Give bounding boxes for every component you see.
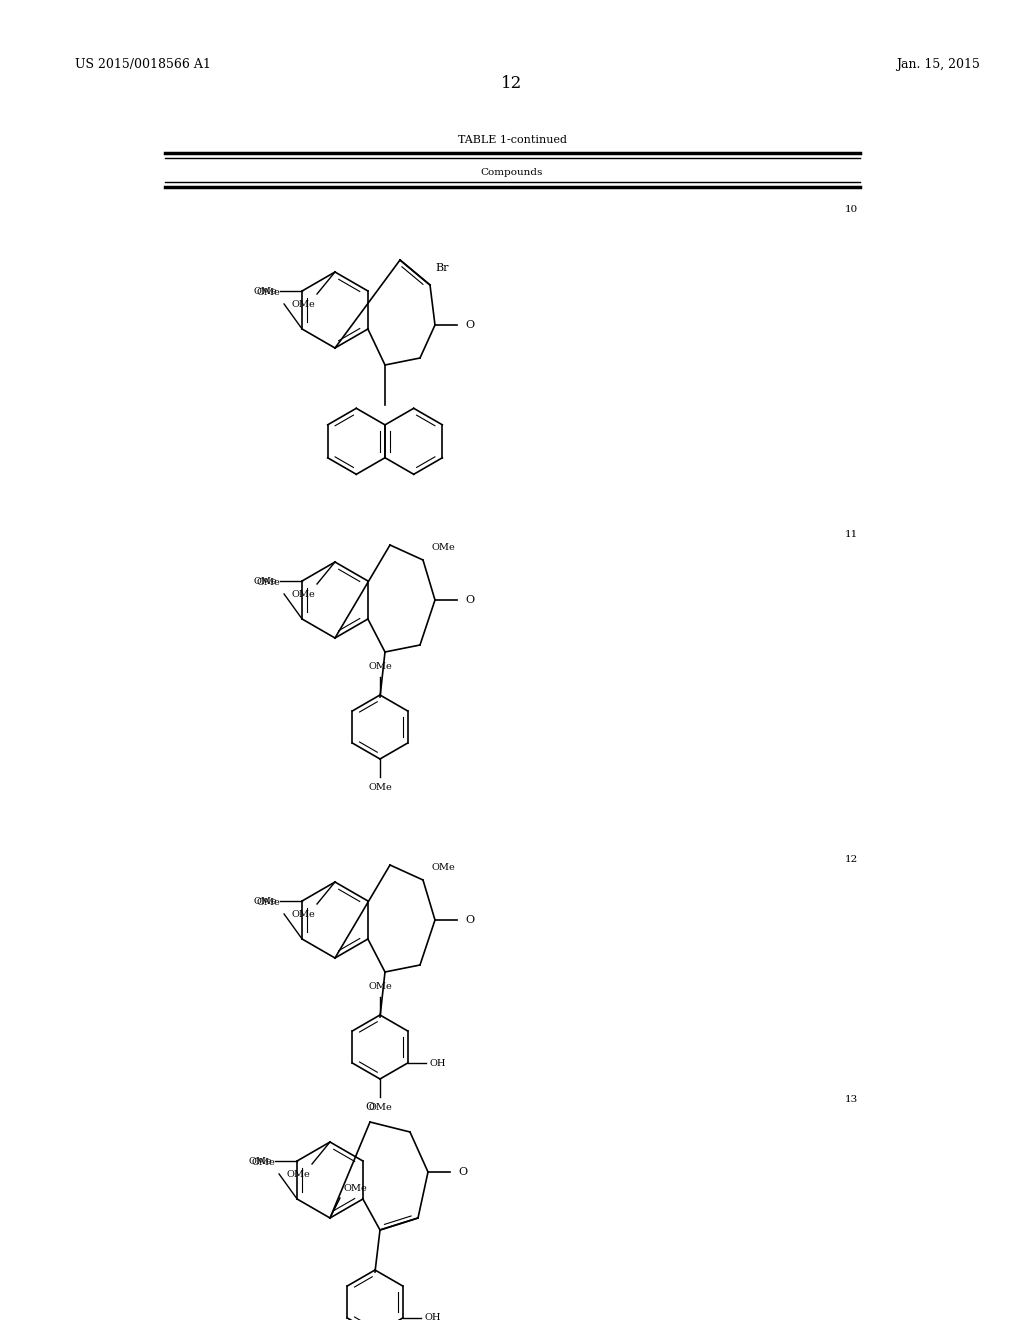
Text: Br: Br bbox=[435, 263, 449, 273]
Text: OMe: OMe bbox=[344, 1184, 368, 1193]
Text: 12: 12 bbox=[845, 855, 858, 865]
Text: OMe: OMe bbox=[368, 982, 392, 991]
Text: 10: 10 bbox=[845, 205, 858, 214]
Text: 11: 11 bbox=[845, 531, 858, 539]
Text: OMe: OMe bbox=[253, 577, 278, 586]
Text: OMe: OMe bbox=[291, 300, 315, 309]
Text: OMe: OMe bbox=[253, 896, 278, 906]
Text: O: O bbox=[465, 595, 474, 605]
Text: Compounds: Compounds bbox=[481, 168, 543, 177]
Text: OMe: OMe bbox=[253, 286, 278, 296]
Text: OMe: OMe bbox=[287, 1170, 310, 1179]
Text: 13: 13 bbox=[845, 1096, 858, 1104]
Text: OMe: OMe bbox=[431, 543, 455, 552]
Text: TABLE 1-continued: TABLE 1-continued bbox=[458, 135, 566, 145]
Text: US 2015/0018566 A1: US 2015/0018566 A1 bbox=[75, 58, 211, 71]
Text: OMe: OMe bbox=[368, 663, 392, 671]
Text: O: O bbox=[465, 915, 474, 925]
Text: OMe: OMe bbox=[256, 288, 281, 297]
Text: OH: OH bbox=[430, 1059, 446, 1068]
Text: OMe: OMe bbox=[368, 1104, 392, 1111]
Text: OMe: OMe bbox=[256, 578, 281, 587]
Text: Jan. 15, 2015: Jan. 15, 2015 bbox=[896, 58, 980, 71]
Text: OMe: OMe bbox=[291, 590, 315, 599]
Text: OMe: OMe bbox=[251, 1158, 275, 1167]
Text: OMe: OMe bbox=[291, 909, 315, 919]
Text: OMe: OMe bbox=[249, 1156, 272, 1166]
Text: O: O bbox=[465, 319, 474, 330]
Text: O: O bbox=[366, 1102, 375, 1111]
Text: OMe: OMe bbox=[431, 863, 455, 873]
Text: O: O bbox=[458, 1167, 467, 1177]
Text: OMe: OMe bbox=[368, 783, 392, 792]
Text: OMe: OMe bbox=[256, 898, 281, 907]
Text: OH: OH bbox=[425, 1313, 441, 1320]
Text: 12: 12 bbox=[502, 75, 522, 92]
